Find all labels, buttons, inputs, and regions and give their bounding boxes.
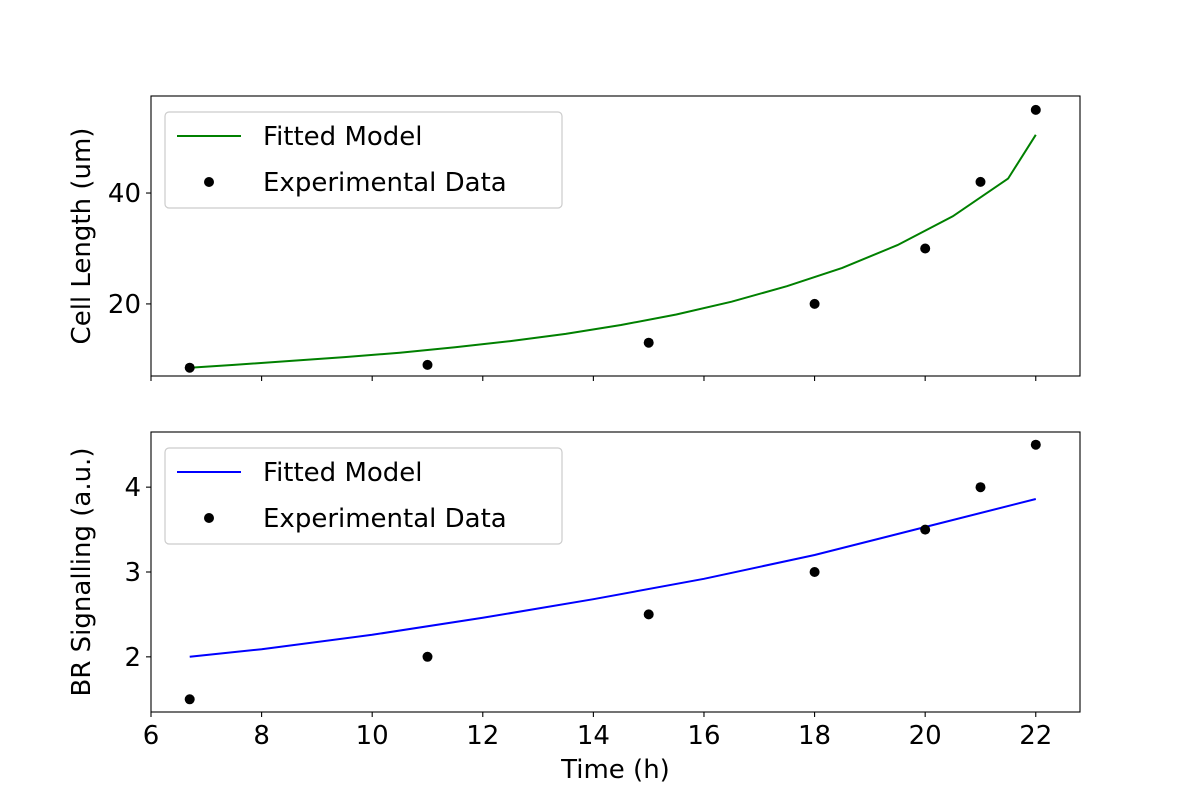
y-tick-label: 3	[124, 558, 141, 588]
experimental-data-point	[184, 362, 195, 373]
legend: Fitted Model Experimental Data	[164, 111, 563, 209]
experimental-data-point	[809, 298, 820, 309]
y-tick-label: 40	[108, 179, 141, 209]
x-tick-label: 14	[577, 721, 610, 751]
fitted-model-line	[189, 498, 1037, 658]
legend-box	[164, 447, 563, 545]
legend: Fitted Model Experimental Data	[164, 447, 563, 545]
experimental-data-point	[1030, 104, 1041, 115]
legend-label: Fitted Model	[263, 458, 423, 488]
legend-marker-swatch	[204, 513, 214, 523]
x-tick-label: 6	[143, 721, 160, 751]
x-tick-label: 8	[253, 721, 270, 751]
x-tick-label: 16	[687, 721, 720, 751]
cell-length-panel: 20 40 Cell Length (um) Fitted Model Experime…	[67, 95, 1081, 381]
experimental-data-point	[643, 609, 654, 620]
y-tick-label: 2	[124, 643, 141, 673]
legend-marker-swatch	[204, 177, 214, 187]
y-axis-label: Cell Length (um)	[67, 128, 97, 345]
x-tick-label: 20	[909, 721, 942, 751]
experimental-data-point	[920, 243, 931, 254]
experimental-data-point	[643, 337, 654, 348]
experimental-data-point	[975, 482, 986, 493]
fitted-model-line	[189, 134, 1037, 369]
experimental-data-point	[809, 567, 820, 577]
legend-label: Experimental Data	[263, 168, 507, 198]
legend-box	[164, 111, 563, 209]
legend-label: Experimental Data	[263, 504, 507, 534]
x-tick-label: 12	[466, 721, 499, 751]
y-axis-label: BR Signalling (a.u.)	[67, 448, 97, 697]
y-tick-label: 4	[124, 473, 141, 503]
x-tick-label: 10	[356, 721, 389, 751]
x-tick-label: 22	[1019, 721, 1052, 751]
y-tick-label: 20	[108, 290, 141, 320]
experimental-data-point	[422, 651, 433, 662]
legend-label: Fitted Model	[263, 122, 423, 152]
experimental-data-point	[184, 694, 195, 705]
experimental-data-point	[975, 176, 986, 187]
x-axis-label: Time (h)	[560, 755, 670, 785]
experimental-data-point	[1030, 439, 1041, 450]
experimental-data-point	[422, 359, 433, 370]
experimental-data-point	[920, 524, 931, 535]
x-tick-label: 18	[798, 721, 831, 751]
plot-frame	[150, 95, 1081, 377]
